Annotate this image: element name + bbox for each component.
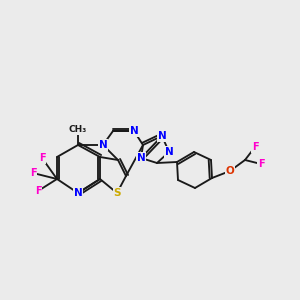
Text: N: N — [99, 140, 107, 150]
Text: O: O — [226, 166, 234, 176]
Text: S: S — [113, 188, 121, 198]
Text: F: F — [252, 142, 258, 152]
Text: N: N — [130, 126, 138, 136]
Text: F: F — [258, 159, 264, 169]
Text: F: F — [30, 168, 36, 178]
Text: F: F — [35, 186, 41, 196]
Text: N: N — [136, 153, 146, 163]
Text: F: F — [39, 153, 45, 163]
Text: N: N — [165, 147, 173, 157]
Text: CH₃: CH₃ — [69, 125, 87, 134]
Text: N: N — [74, 188, 82, 198]
Text: N: N — [158, 131, 166, 141]
